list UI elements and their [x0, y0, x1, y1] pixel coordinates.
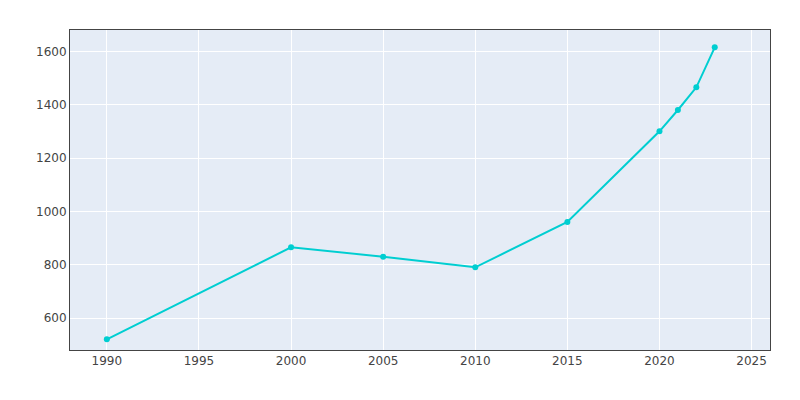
svg-text:2025: 2025	[736, 354, 767, 368]
svg-text:2020: 2020	[644, 354, 675, 368]
svg-text:1600: 1600	[36, 45, 67, 59]
svg-text:2015: 2015	[552, 354, 583, 368]
svg-text:800: 800	[44, 258, 67, 272]
svg-text:1995: 1995	[184, 354, 215, 368]
svg-text:2000: 2000	[276, 354, 307, 368]
svg-text:2010: 2010	[460, 354, 491, 368]
svg-text:600: 600	[44, 311, 67, 325]
svg-text:1990: 1990	[92, 354, 123, 368]
svg-text:1400: 1400	[36, 98, 67, 112]
svg-text:1200: 1200	[36, 151, 67, 165]
svg-text:2005: 2005	[368, 354, 399, 368]
svg-text:1000: 1000	[36, 205, 67, 219]
